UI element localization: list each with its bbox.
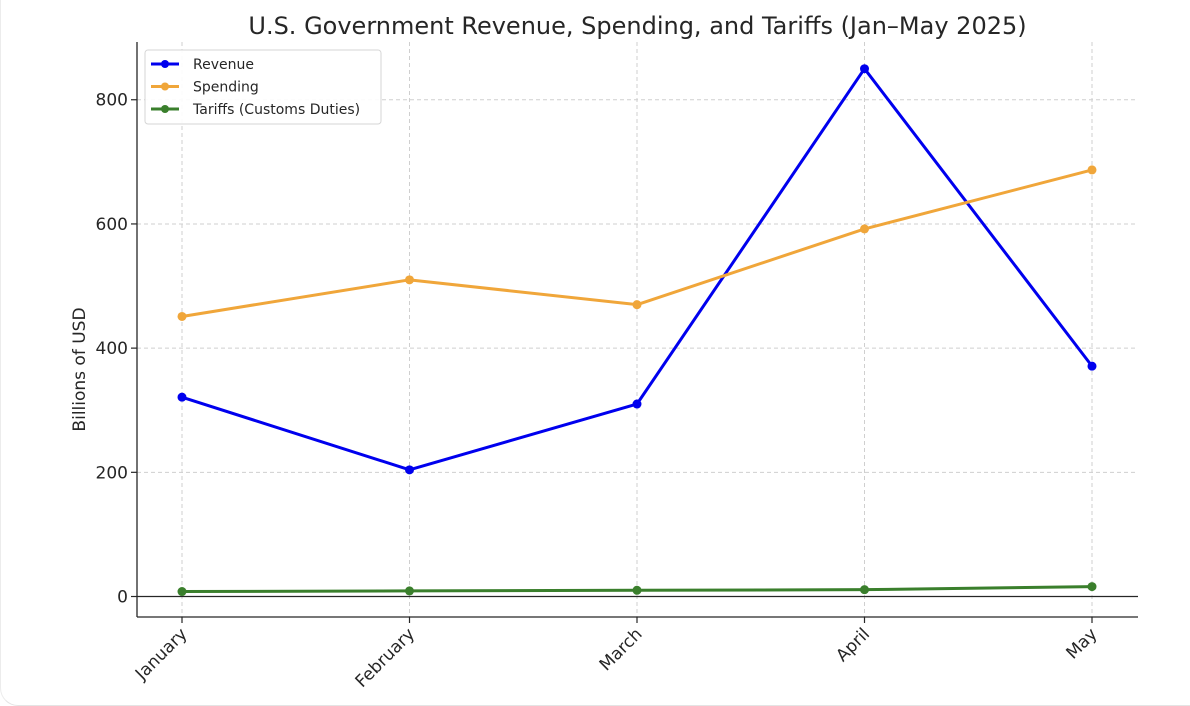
point-tariffs-customs-duties-february (405, 586, 414, 596)
point-tariffs-customs-duties-may (1087, 582, 1097, 592)
x-tick-label-may: May (1063, 624, 1102, 663)
point-revenue-march (632, 399, 642, 409)
point-spending-march (632, 300, 642, 310)
legend-label-spending: Spending (193, 80, 259, 96)
point-tariffs-customs-duties-april (860, 585, 869, 595)
point-spending-january (177, 311, 187, 321)
y-tick-label-200: 200 (96, 463, 128, 483)
point-spending-april (860, 224, 869, 234)
legend: Revenue Spending Tariffs (Customs Duties) (144, 49, 382, 125)
x-tick-label-march: March (596, 624, 647, 675)
point-spending-may (1087, 165, 1097, 175)
y-axis-label: Billions of USD (70, 307, 90, 431)
x-tick-label-april: April (832, 624, 874, 666)
legend-marker-spending (161, 82, 169, 91)
x-tick-label-january: January (131, 624, 191, 684)
legend-label-revenue: Revenue (193, 57, 254, 73)
legend-marker-tariffs-customs-duties (161, 105, 169, 113)
y-tick-label-0: 0 (117, 588, 128, 608)
legend-box (144, 49, 382, 125)
y-tick-label-600: 600 (96, 215, 128, 235)
x-tick-label-february: February (352, 624, 419, 691)
point-revenue-february (405, 465, 414, 475)
point-spending-february (405, 275, 414, 285)
point-tariffs-customs-duties-march (632, 585, 642, 595)
series-lines (177, 64, 1097, 597)
chart-title: U.S. Government Revenue, Spending, and T… (248, 12, 1026, 40)
point-tariffs-customs-duties-january (177, 587, 187, 597)
gridlines (137, 42, 1138, 617)
point-revenue-may (1087, 361, 1097, 371)
y-tick-label-400: 400 (96, 339, 128, 359)
legend-marker-revenue (161, 60, 169, 68)
legend-label-tariffs-customs-duties: Tariffs (Customs Duties) (192, 102, 360, 118)
y-tick-label-800: 800 (96, 91, 128, 111)
point-revenue-january (177, 392, 187, 402)
point-revenue-april (860, 64, 869, 74)
